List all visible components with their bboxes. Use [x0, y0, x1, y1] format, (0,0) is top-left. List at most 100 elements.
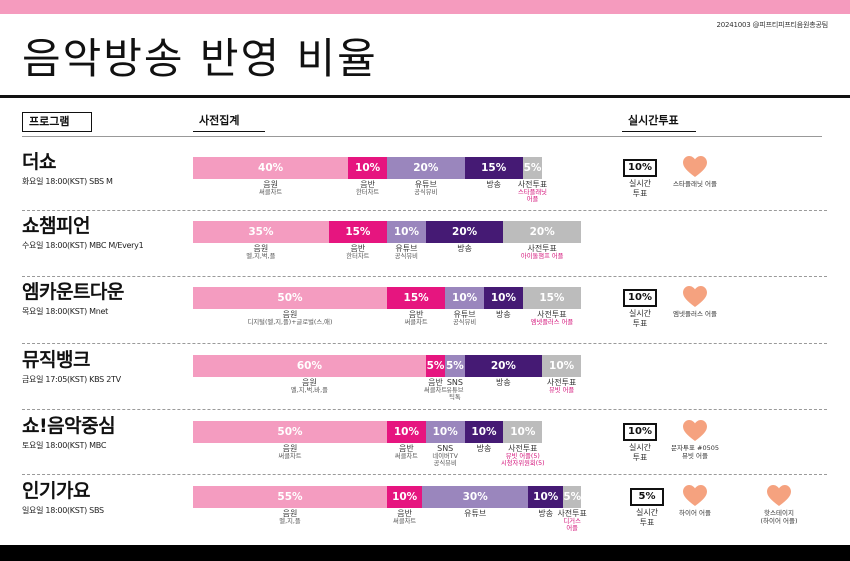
- segment-source: 써클차트: [404, 319, 428, 327]
- bar-segment: 10%: [528, 486, 564, 508]
- segment-label: 사전투표 뮤빗 어플(5) 시청자위원회(5): [501, 444, 545, 468]
- segment-category: 사전투표: [517, 180, 548, 189]
- segment-category: 유튜브: [453, 310, 476, 319]
- vote-platform-label: 엠넷플러스 어플: [673, 310, 717, 318]
- segment-label: 유튜브 공식뮤비: [453, 310, 476, 326]
- program-schedule: 토요일 18:00(KST) MBC: [22, 441, 107, 450]
- bar-segment: 10%: [425, 421, 465, 443]
- realtime-label: 실시간 투표: [628, 309, 652, 328]
- bar-segment: 20%: [464, 355, 543, 377]
- program-name: 쇼!음악중심: [22, 415, 116, 437]
- program-name: 쇼챔피언: [22, 215, 90, 237]
- segment-category: 방송: [486, 180, 502, 189]
- segment-source: 써클차트: [259, 189, 283, 197]
- bottom-bar: [0, 545, 850, 561]
- segment-label: 음원 멜,지,벅,플: [246, 244, 275, 260]
- program-schedule: 목요일 18:00(KST) Mnet: [22, 307, 109, 316]
- bar-segment: 30%: [422, 486, 529, 508]
- segment-label: 사전투표 엠넷플러스 어플: [531, 310, 574, 326]
- segment-label: 음반 한터차트: [346, 244, 369, 260]
- segment-label: 음반 써클차트: [393, 509, 416, 525]
- segment-category: 유튜브: [464, 509, 487, 518]
- segment-label: 음반 써클차트: [395, 444, 418, 460]
- segment-source: 멜,지,벅,플: [246, 253, 276, 261]
- segment-source: 써클차트: [423, 387, 448, 395]
- realtime-label: 실시간 투표: [635, 508, 659, 527]
- heart-icon: [767, 485, 791, 507]
- segment-category: 사전투표: [527, 244, 557, 253]
- segment-label: 유튜브 공식뮤비: [414, 180, 437, 196]
- segment-category: 유튜브: [414, 180, 437, 189]
- segment-category: 방송: [496, 310, 511, 319]
- bar-segment: 10%: [542, 355, 581, 377]
- segment-category: 방송: [496, 378, 511, 387]
- vote-platform-label: 핫스테이지 (하이어 어플): [760, 509, 798, 525]
- heart-icon: [683, 420, 707, 442]
- segment-category: 음원: [263, 180, 278, 189]
- segment-vote-platform: 디거스: [563, 518, 581, 526]
- segment-label: 방송: [477, 444, 492, 453]
- segment-label: 음원 멜,지,플: [279, 509, 300, 525]
- segment-category: 사전투표: [557, 509, 587, 518]
- bar-segment: 10%: [464, 421, 504, 443]
- program-name: 엠카운트다운: [22, 281, 124, 303]
- segment-label: 방송: [538, 509, 553, 518]
- program-name: 뮤직뱅크: [22, 349, 90, 371]
- segment-source: 틱톡: [449, 394, 461, 402]
- segment-category: 음반: [399, 444, 414, 453]
- header-program: 프로그램: [22, 112, 92, 132]
- segment-vote-platform: 스타플래닛: [518, 189, 547, 197]
- bar-segment: 20%: [503, 221, 581, 243]
- segment-label: 사전투표 아이돌챔프 어플: [521, 244, 564, 260]
- segment-label: 방송: [486, 180, 501, 189]
- vote-platform-label: 하이어 어플: [679, 509, 711, 517]
- vote-platform-label: 문자투표 #0505 뮤빗 어플: [671, 444, 719, 460]
- segment-category: 음원: [282, 444, 298, 453]
- segment-source: 한터차트: [356, 189, 380, 197]
- segment-label: 방송: [457, 244, 472, 253]
- segment-label: 음원 멜,지,벅,바,플: [291, 378, 328, 394]
- bar-segment: 20%: [387, 157, 465, 179]
- bar-segment: 55%: [193, 486, 387, 508]
- segment-category: 음원: [282, 509, 298, 518]
- segment-category: 음반: [360, 180, 375, 189]
- bar-segment: 5%: [425, 355, 446, 377]
- program-schedule: 금요일 17:05(KST) KBS 2TV: [22, 375, 121, 384]
- bar-segment: 10%: [387, 221, 426, 243]
- segment-vote-platform: 시청자위원회(5): [500, 460, 545, 468]
- bar-segment: 5%: [563, 486, 581, 508]
- segment-source: 공식뮤비: [414, 189, 438, 197]
- segment-vote-platform: 뮤빗 어플(5): [505, 453, 540, 461]
- segment-category: 음원: [253, 244, 269, 253]
- heart-icon: [683, 286, 707, 308]
- segment-vote-platform: 뮤빗 어플: [548, 387, 575, 395]
- title-divider: [0, 95, 850, 98]
- row-separator: [22, 276, 827, 277]
- program-name: 더쇼: [22, 151, 56, 173]
- realtime-percent-box: 5%: [630, 488, 664, 506]
- segment-source: 공식뮤비: [433, 460, 457, 468]
- segment-category: SNS: [446, 378, 463, 387]
- bar-segment: 10%: [503, 421, 543, 443]
- row-separator: [22, 474, 827, 475]
- segment-source: 써클차트: [394, 453, 418, 461]
- vote-platform-label: 스타플래닛 어플: [673, 180, 717, 188]
- program-schedule: 수요일 18:00(KST) MBC M/Every1: [22, 241, 144, 250]
- bar-segment: 50%: [193, 287, 387, 309]
- heart-icon: [683, 156, 707, 178]
- segment-source: 디지털(멜,지,플)+글로벌(스,애): [247, 319, 333, 327]
- segment-category: 방송: [457, 244, 472, 253]
- realtime-percent-box: 10%: [623, 423, 657, 441]
- segment-label: 유튜브: [464, 509, 486, 518]
- bar-segment: 10%: [387, 421, 426, 443]
- realtime-label: 실시간 투표: [628, 179, 652, 198]
- program-name: 인기가요: [22, 480, 90, 502]
- segment-category: 음반: [408, 310, 424, 319]
- date-credit: 20241003 @피프티피프티음원총공팀: [716, 21, 829, 29]
- bar-segment: 50%: [193, 421, 387, 443]
- segment-source: 공식뮤비: [394, 253, 418, 261]
- segment-source: 공식뮤비: [453, 319, 477, 327]
- segment-vote-platform: 아이돌챔프 어플: [520, 253, 564, 261]
- header-realtime-vote: 실시간투표: [622, 112, 696, 132]
